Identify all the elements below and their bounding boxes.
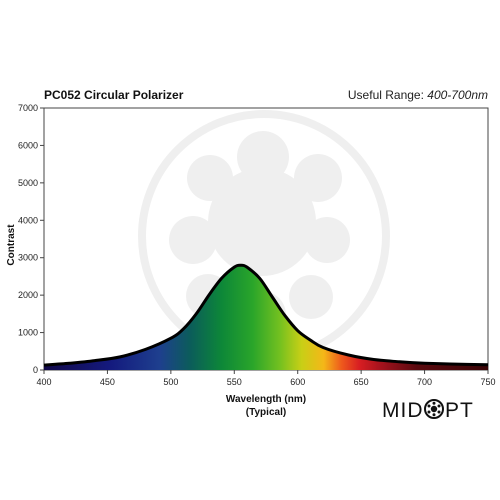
x-axis-label: Wavelength (nm): [226, 394, 306, 405]
y-tick-label: 6000: [18, 140, 38, 150]
y-axis: 0 1000 2000 3000 4000 5000 6000 7000: [18, 103, 44, 375]
x-tick-label: 650: [354, 377, 369, 387]
contrast-curve-line: [43, 263, 489, 367]
y-tick-label: 1000: [18, 328, 38, 338]
x-axis-sublabel: (Typical): [246, 407, 286, 418]
spectrum-area-fill: [44, 265, 488, 370]
useful-range-value: 400-700nm: [427, 88, 488, 102]
y-tick-label: 4000: [18, 215, 38, 225]
x-tick-label: 500: [163, 377, 178, 387]
y-tick-label: 2000: [18, 290, 38, 300]
x-tick-label: 700: [417, 377, 432, 387]
x-tick-label: 750: [480, 377, 495, 387]
logo-text-right: PT: [445, 399, 474, 422]
midopt-logo: MID PT: [382, 399, 474, 422]
x-axis: 400 450 500 550 600 650 700 750: [36, 370, 496, 387]
useful-range-text: Useful Range: 400-700nm: [348, 88, 488, 102]
x-tick-label: 550: [227, 377, 242, 387]
y-tick-label: 3000: [18, 253, 38, 263]
x-tick-label: 600: [290, 377, 305, 387]
y-tick-label: 0: [33, 365, 38, 375]
y-tick-label: 7000: [18, 103, 38, 113]
logo-text-left: MID: [382, 399, 424, 422]
chart-title: PC052 Circular Polarizer: [44, 88, 184, 102]
x-tick-label: 400: [36, 377, 51, 387]
y-axis-label: Contrast: [6, 224, 17, 266]
logo-lens-icon: [424, 399, 444, 419]
useful-range-label: Useful Range:: [348, 88, 424, 102]
x-tick-label: 450: [100, 377, 115, 387]
y-tick-label: 5000: [18, 178, 38, 188]
